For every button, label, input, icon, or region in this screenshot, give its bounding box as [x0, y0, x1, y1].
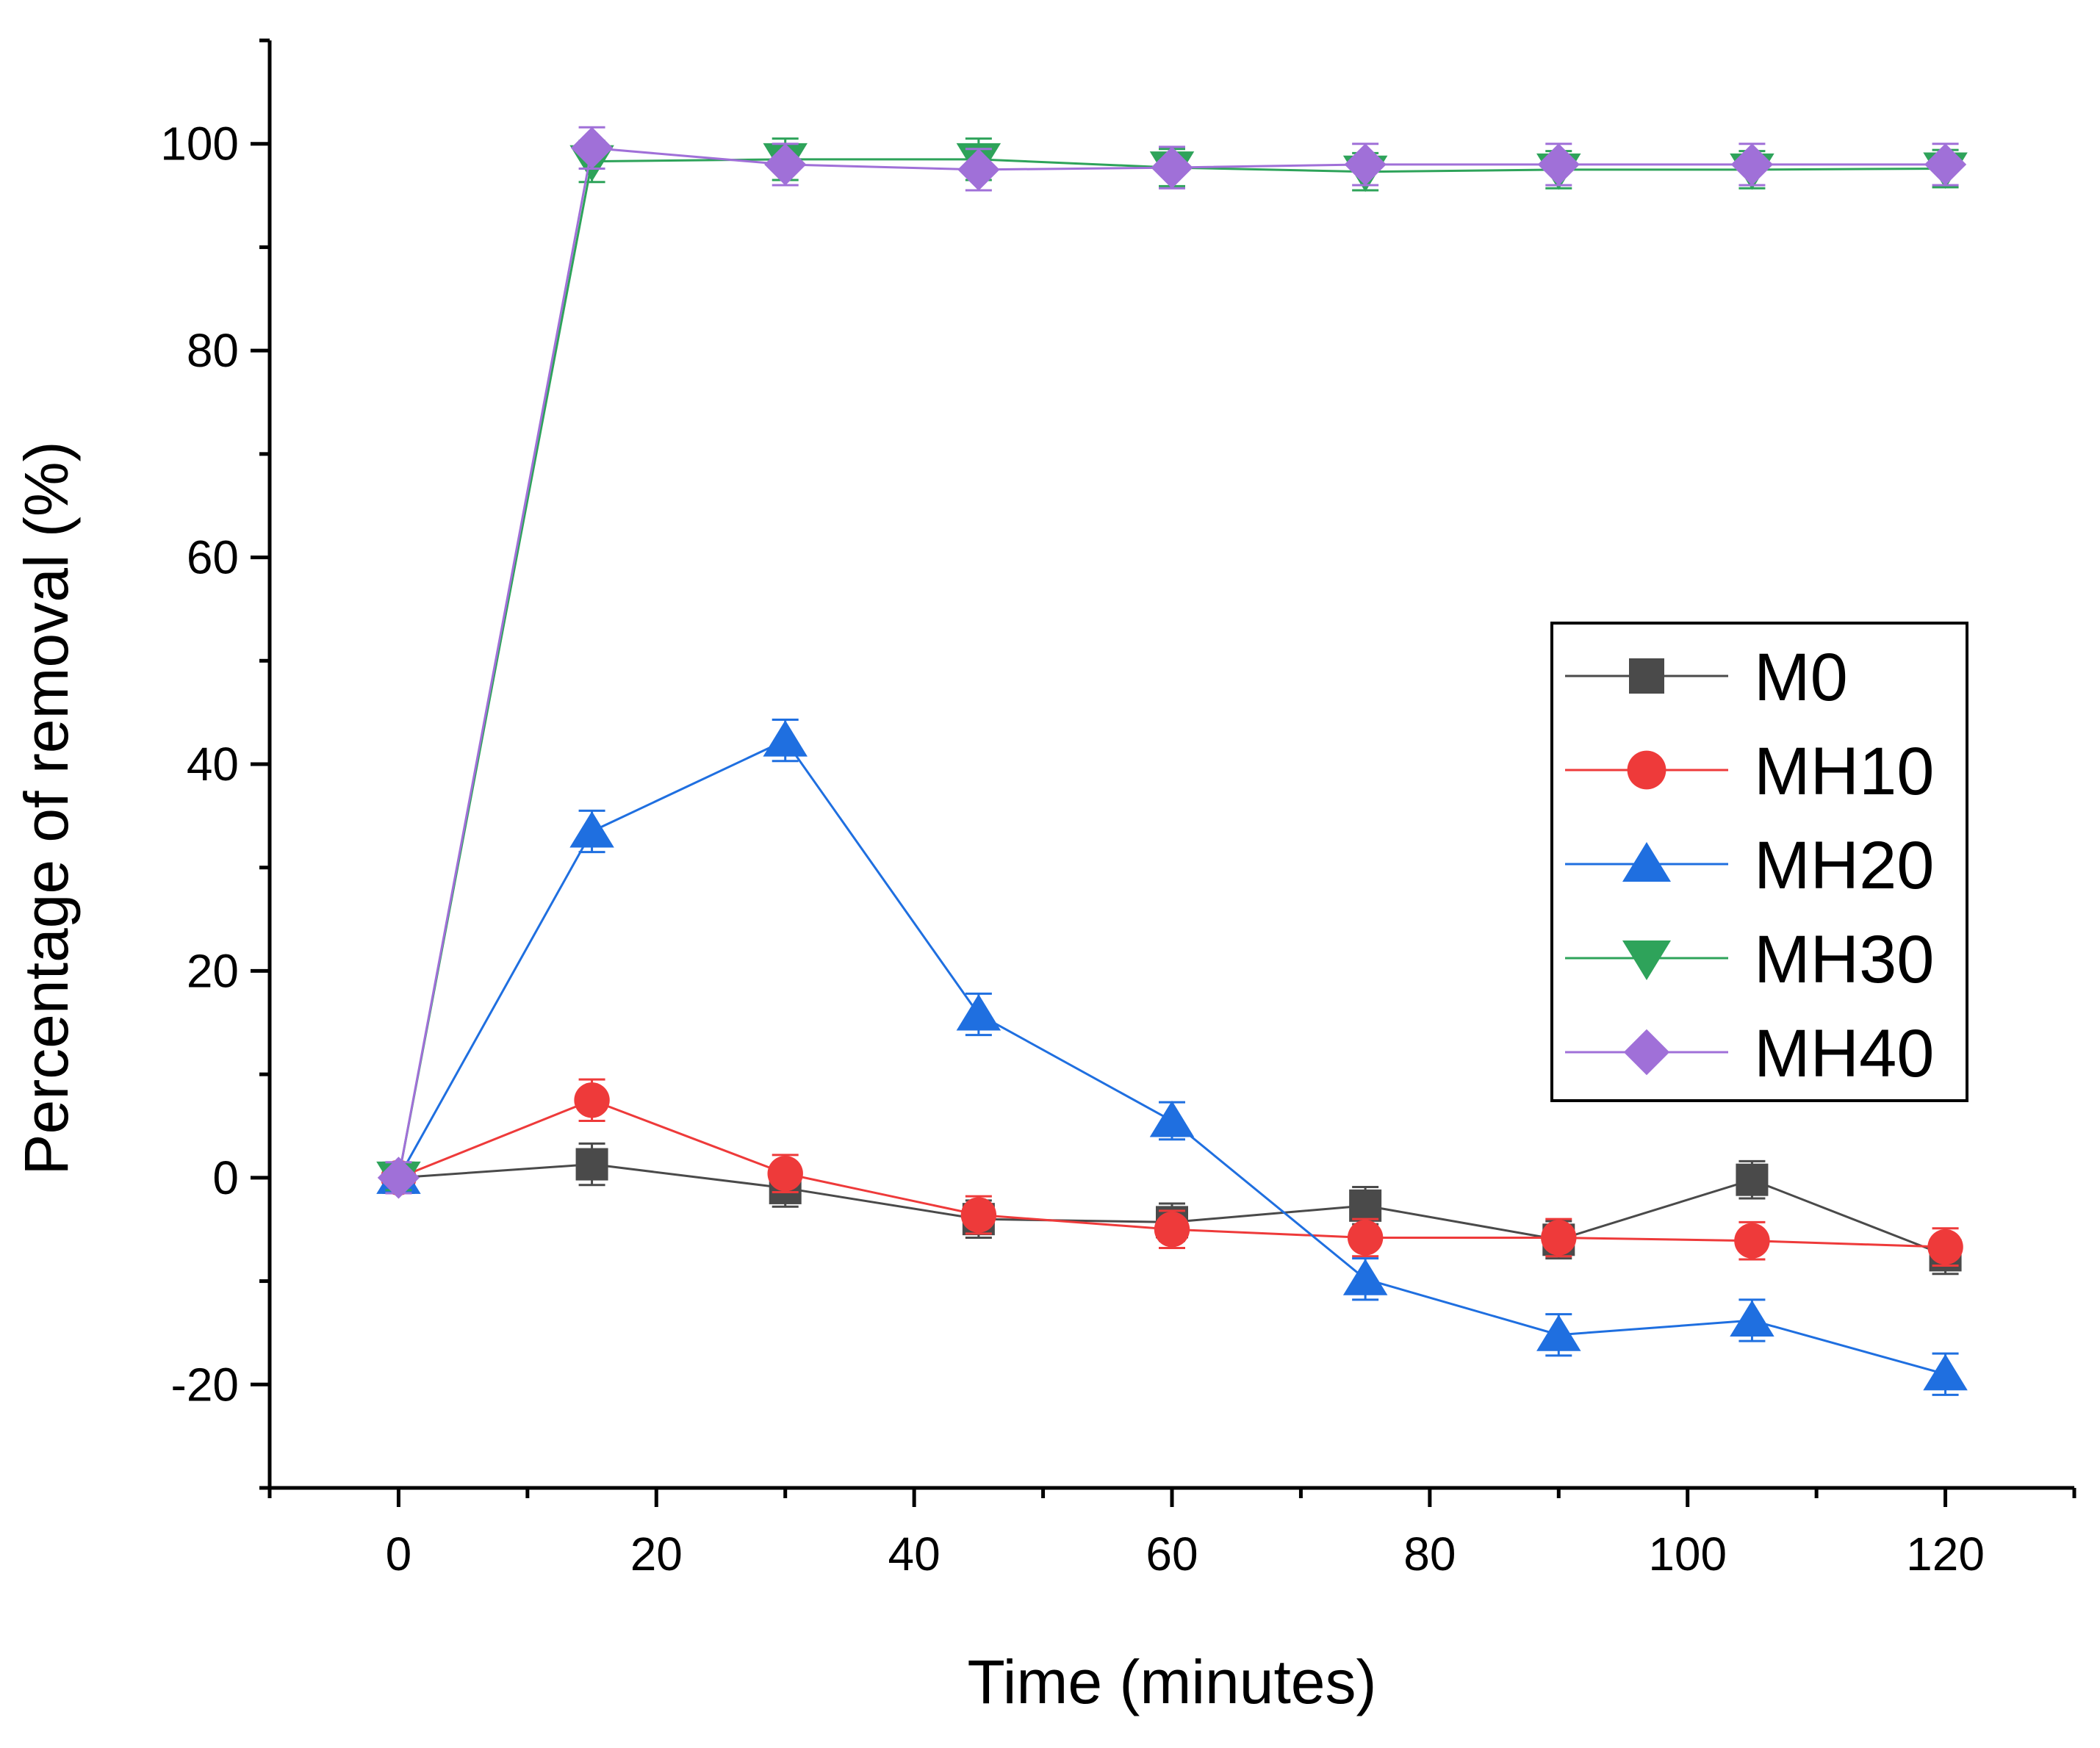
legend-item-MH30: MH30 — [1565, 922, 1934, 997]
x-axis-title: Time (minutes) — [968, 1647, 1377, 1716]
x-tick-label: 20 — [630, 1528, 683, 1580]
legend-label: M0 — [1754, 640, 1848, 715]
data-point — [1923, 1353, 1968, 1391]
data-point — [1927, 1229, 1963, 1265]
legend-item-M0: M0 — [1565, 640, 1848, 715]
x-tick-label: 80 — [1403, 1528, 1456, 1580]
y-tick-label: 100 — [160, 118, 239, 170]
legend-marker — [1622, 842, 1671, 882]
data-point — [767, 1156, 803, 1192]
data-point — [1342, 1259, 1388, 1295]
x-tick-label: 0 — [386, 1528, 412, 1580]
axes: -20 0 20 40 60 80 100 0 20 40 60 80 100 120 — [160, 38, 2076, 1580]
data-point — [377, 1157, 420, 1199]
legend-item-MH10: MH10 — [1565, 734, 1934, 809]
data-point — [1924, 143, 1967, 186]
series-layer — [376, 126, 1968, 1396]
legend-marker — [1629, 658, 1664, 694]
data-point — [1730, 1300, 1774, 1337]
data-point — [957, 148, 1000, 191]
x-tick-label: 120 — [1906, 1528, 1985, 1580]
data-point — [763, 720, 808, 757]
data-point — [1537, 143, 1580, 186]
data-point — [570, 126, 614, 169]
data-point — [1154, 1212, 1190, 1248]
legend-label: MH10 — [1754, 734, 1934, 809]
legend-label: MH20 — [1754, 828, 1934, 903]
data-point — [1344, 143, 1387, 186]
x-tick-label: 40 — [888, 1528, 941, 1580]
data-point — [1149, 1100, 1195, 1137]
x-tick-label: 60 — [1146, 1528, 1198, 1580]
legend-marker — [1627, 750, 1666, 790]
y-tick-label: 0 — [212, 1151, 239, 1204]
y-tick-label: 60 — [187, 531, 239, 584]
y-tick-label: 80 — [187, 324, 239, 377]
gridless-plot-area: -20 0 20 40 60 80 100 0 20 40 60 80 100 120 — [160, 38, 2076, 1580]
data-point — [1736, 1163, 1769, 1196]
legend-marker — [1623, 1029, 1670, 1076]
data-point — [574, 1082, 610, 1118]
legend-marker — [1622, 940, 1671, 980]
y-tick-label: 40 — [187, 738, 239, 791]
data-point — [764, 143, 807, 186]
data-point — [1347, 1220, 1384, 1256]
legend-label: MH40 — [1754, 1016, 1934, 1091]
y-axis-title: Percentage of removal (%) — [12, 441, 81, 1175]
y-tick-label: -20 — [171, 1358, 240, 1411]
x-tick-label: 100 — [1648, 1528, 1727, 1580]
data-point — [956, 994, 1002, 1031]
data-point — [1541, 1220, 1577, 1256]
y-tick-label: 20 — [187, 944, 239, 997]
data-point — [960, 1197, 997, 1233]
legend-box — [1550, 622, 1968, 1102]
data-point — [1730, 143, 1774, 186]
series-M0 — [382, 1142, 1962, 1276]
data-point — [569, 810, 614, 848]
series-MH40 — [377, 126, 1967, 1199]
data-point — [575, 1148, 608, 1181]
legend-label: MH30 — [1754, 922, 1934, 997]
legend-item-MH40: MH40 — [1565, 1016, 1934, 1091]
data-point — [1734, 1223, 1770, 1259]
legend-item-MH20: MH20 — [1565, 828, 1934, 903]
data-point — [1349, 1189, 1382, 1222]
data-point — [1151, 146, 1193, 189]
data-point — [1536, 1314, 1581, 1351]
legend: M0 MH10 MH20 MH30 MH40 — [1550, 622, 1968, 1102]
